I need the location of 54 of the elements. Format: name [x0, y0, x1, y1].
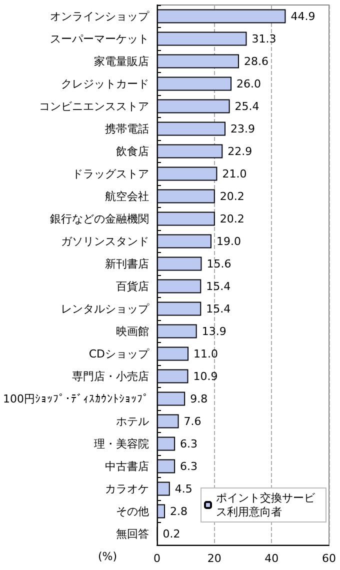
- text: 19.0: [216, 234, 241, 248]
- text: 44.9: [290, 10, 316, 23]
- y-tick-label: オンラインショップ: [50, 10, 150, 23]
- text: 6.3: [180, 437, 198, 450]
- y-tick-label: 無回答: [116, 527, 149, 540]
- y-tick-label: 理・美容院: [94, 437, 149, 450]
- x-tick-label: 20: [207, 552, 222, 565]
- y-tick-label: 携帯電話: [104, 122, 149, 136]
- text: 7.6: [184, 414, 202, 428]
- text: 10.9: [193, 370, 218, 383]
- text: 15.4: [206, 302, 231, 316]
- y-tick-label: スーパーマーケット: [50, 32, 149, 46]
- text: 28.6: [244, 54, 268, 68]
- y-tick-label: 百貨店: [116, 280, 149, 293]
- text: 20.2: [220, 212, 244, 226]
- y-tick-label: 新刊書店: [104, 257, 149, 270]
- text: 21.0: [222, 167, 247, 180]
- text: 9.8: [190, 392, 208, 406]
- text: 20.2: [220, 190, 244, 203]
- y-tick-label: ドラッグストア: [72, 167, 149, 180]
- y-tick-label: ホテル: [116, 414, 149, 428]
- legend-label: ポイント交換サービス利用意向者: [216, 492, 316, 518]
- y-tick-label: 映画館: [116, 324, 149, 338]
- text: 31.3: [252, 32, 276, 46]
- text: 6.3: [180, 460, 198, 473]
- y-tick-label: 中古書店: [104, 460, 149, 473]
- y-tick-label: その他: [116, 504, 149, 518]
- x-tick-label: 40: [264, 552, 279, 565]
- text: 2.8: [170, 504, 188, 518]
- y-tick-label: 家電量販店: [94, 54, 149, 68]
- y-tick-label: カラオケ: [104, 482, 149, 496]
- y-tick-label: CDショップ: [88, 347, 150, 360]
- y-tick-label: 飲食店: [116, 144, 149, 158]
- y-tick-label: コンビニエンスストア: [38, 100, 149, 113]
- text: 23.9: [230, 122, 256, 136]
- x-tick-label: 0: [153, 552, 160, 565]
- y-tick-label: 航空会社: [104, 190, 149, 203]
- x-axis-title: (%): [98, 550, 117, 563]
- y-tick-label: クレジットカード: [60, 77, 149, 90]
- text: 25.4: [234, 100, 260, 113]
- text: 4.5: [174, 482, 192, 496]
- text: 0.2: [162, 527, 180, 540]
- y-tick-label: ガソリンスタンド: [60, 234, 149, 248]
- text: 15.6: [206, 257, 232, 270]
- text: 11.0: [194, 347, 218, 360]
- text: 22.9: [228, 144, 252, 158]
- y-tick-label: 100円ｼｮｯﾌﾟ･ﾃﾞｨｽｶｳﾝﾄｼｮｯﾌﾟ: [2, 392, 149, 406]
- y-tick-label: レンタルショップ: [60, 302, 150, 316]
- text: 13.9: [202, 324, 226, 338]
- x-tick-label: 60: [322, 552, 336, 565]
- y-tick-label: 専門店・小売店: [72, 370, 149, 383]
- text: 26.0: [236, 77, 262, 90]
- y-tick-label: 銀行などの金融機関: [50, 212, 149, 226]
- text: 15.4: [206, 280, 231, 293]
